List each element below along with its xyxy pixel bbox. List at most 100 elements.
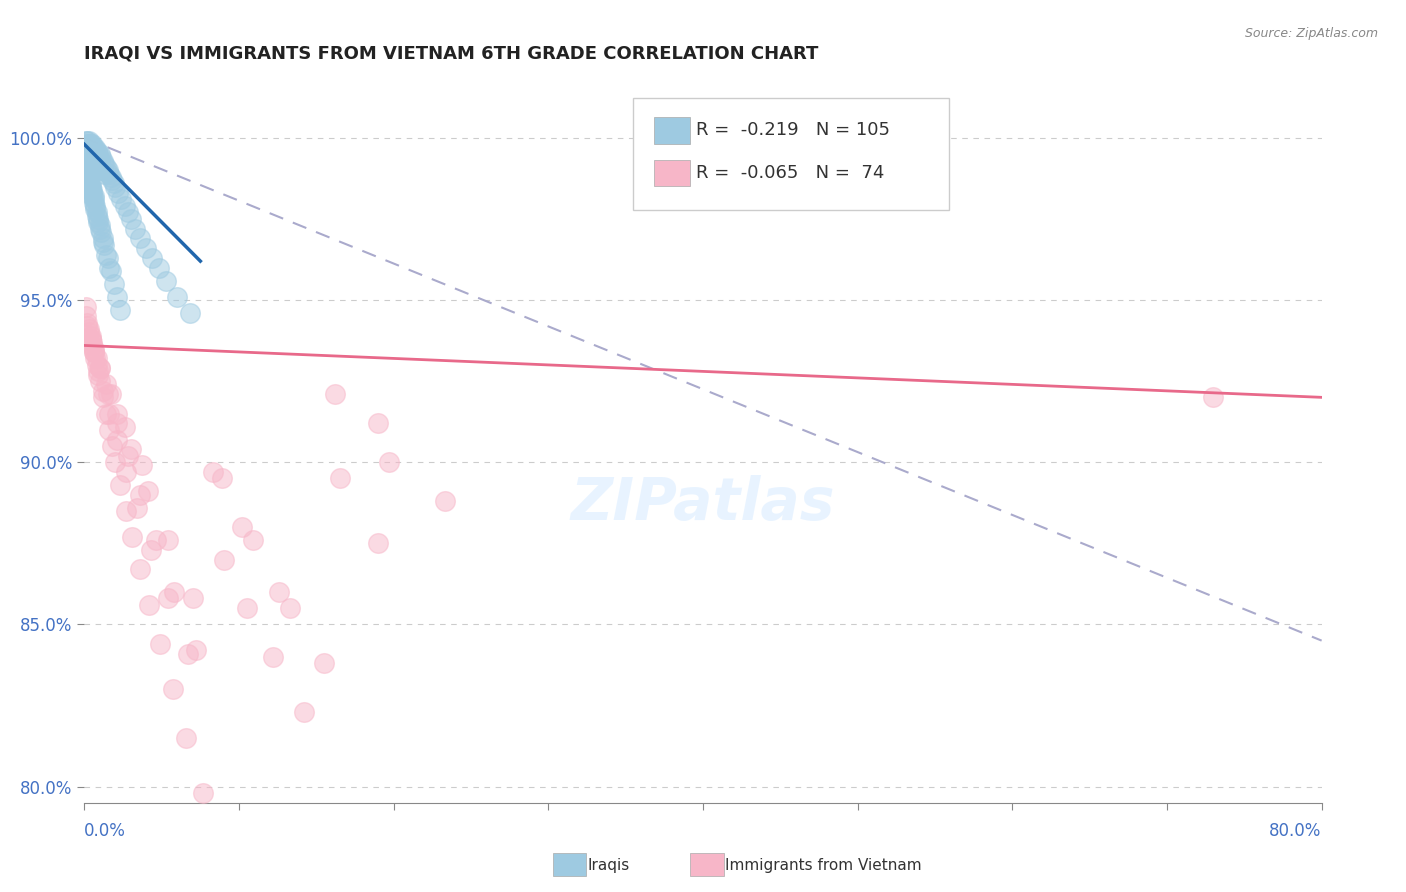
- Point: [77, 147, 100, 161]
- Point: [155, 274, 177, 288]
- Point: [115, 504, 138, 518]
- Point: [91, 231, 114, 245]
- Point: [329, 471, 352, 485]
- Point: [84, 153, 107, 168]
- Point: [83, 144, 105, 158]
- Point: [149, 637, 172, 651]
- Point: [141, 251, 163, 265]
- Point: [104, 455, 127, 469]
- Point: [76, 163, 98, 178]
- Point: [91, 384, 114, 398]
- Point: [367, 417, 389, 431]
- Point: [76, 316, 98, 330]
- Point: [125, 500, 148, 515]
- Point: [79, 144, 101, 158]
- Point: [75, 310, 97, 324]
- Point: [82, 335, 104, 350]
- Point: [97, 251, 120, 265]
- Point: [83, 195, 105, 210]
- Point: [79, 137, 101, 152]
- Point: [87, 368, 110, 382]
- Point: [84, 160, 107, 174]
- Point: [75, 160, 97, 174]
- Point: [101, 439, 124, 453]
- Point: [104, 179, 127, 194]
- Point: [83, 193, 105, 207]
- Point: [129, 562, 152, 576]
- Point: [86, 205, 108, 219]
- Point: [82, 157, 104, 171]
- Point: [77, 326, 100, 340]
- Point: [148, 260, 170, 275]
- Point: [97, 163, 120, 178]
- Point: [93, 167, 115, 181]
- Point: [89, 361, 111, 376]
- Point: [184, 643, 207, 657]
- Point: [94, 407, 117, 421]
- Point: [86, 157, 108, 171]
- Point: [156, 533, 179, 547]
- Point: [82, 338, 104, 352]
- Point: [103, 277, 125, 291]
- Point: [90, 225, 112, 239]
- Point: [76, 318, 98, 333]
- Point: [79, 332, 101, 346]
- Point: [77, 160, 100, 174]
- Point: [193, 786, 215, 800]
- Text: Immigrants from Vietnam: Immigrants from Vietnam: [725, 858, 922, 872]
- Point: [110, 193, 132, 207]
- Point: [89, 219, 111, 233]
- Point: [181, 591, 204, 606]
- Point: [87, 160, 110, 174]
- Point: [82, 189, 104, 203]
- Point: [139, 542, 162, 557]
- Point: [90, 160, 112, 174]
- Point: [76, 137, 98, 152]
- Point: [76, 167, 98, 181]
- Point: [98, 167, 121, 181]
- Point: [94, 160, 117, 174]
- Point: [86, 358, 108, 372]
- Point: [77, 169, 100, 184]
- Point: [76, 150, 98, 164]
- Point: [90, 150, 112, 164]
- Point: [82, 137, 104, 152]
- Text: Source: ZipAtlas.com: Source: ZipAtlas.com: [1244, 27, 1378, 40]
- Point: [91, 390, 114, 404]
- Point: [89, 147, 111, 161]
- Point: [242, 533, 264, 547]
- Point: [77, 137, 100, 152]
- Point: [107, 186, 129, 200]
- Point: [114, 419, 136, 434]
- Point: [105, 433, 128, 447]
- Point: [129, 488, 152, 502]
- Point: [201, 465, 224, 479]
- Point: [114, 199, 136, 213]
- Point: [79, 328, 101, 343]
- Point: [163, 585, 186, 599]
- Point: [87, 364, 110, 378]
- Point: [156, 591, 179, 606]
- Point: [84, 199, 107, 213]
- Point: [236, 601, 259, 615]
- Point: [292, 705, 315, 719]
- Point: [87, 211, 110, 226]
- Point: [83, 140, 105, 154]
- Point: [367, 536, 389, 550]
- Point: [103, 176, 125, 190]
- Point: [269, 585, 291, 599]
- Point: [87, 153, 110, 168]
- Text: 0.0%: 0.0%: [84, 822, 127, 840]
- Point: [94, 377, 117, 392]
- Point: [211, 471, 233, 485]
- Text: R =  -0.065   N =  74: R = -0.065 N = 74: [696, 164, 884, 182]
- Point: [91, 235, 114, 249]
- Point: [82, 140, 104, 154]
- Point: [166, 290, 188, 304]
- Point: [115, 465, 138, 479]
- Point: [77, 173, 100, 187]
- Point: [124, 221, 146, 235]
- Point: [177, 647, 200, 661]
- Point: [83, 345, 105, 359]
- Point: [89, 163, 111, 178]
